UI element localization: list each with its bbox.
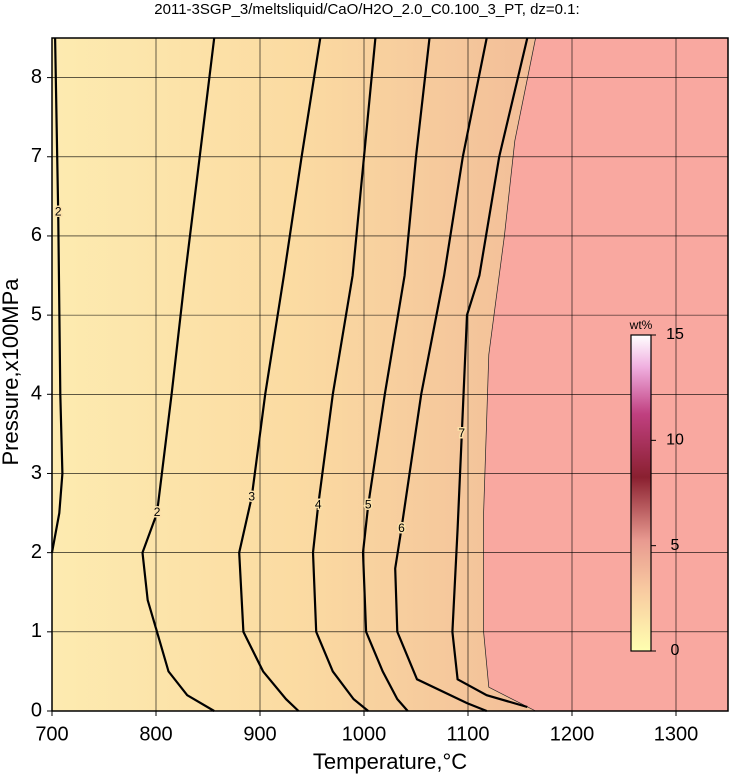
contour-label: 3 (248, 489, 255, 503)
colorbar-tick-label: 15 (666, 326, 684, 343)
contour-line (361, 37, 431, 712)
x-tick-label: 800 (139, 723, 172, 745)
y-tick-label: 3 (31, 462, 42, 484)
colorbar-tick-label: 10 (666, 432, 684, 449)
x-tick-label: 1000 (342, 723, 387, 745)
contour-label: 5 (365, 497, 372, 511)
y-tick-label: 7 (31, 145, 42, 167)
y-tick-label: 1 (31, 620, 42, 642)
y-tick-label: 2 (31, 541, 42, 563)
x-tick-label: 1100 (446, 723, 489, 745)
contour-line (311, 37, 377, 712)
x-axis-label: Temperature,°C (313, 749, 467, 774)
chart-title: 2011-3SGP_3/meltsliquid/CaO/H2O_2.0_C0.1… (154, 1, 579, 18)
contour-line (394, 37, 488, 713)
x-tick-label: 700 (35, 723, 68, 745)
contour-label: 6 (398, 521, 405, 535)
colorbar (630, 334, 652, 652)
y-tick-label: 6 (31, 224, 42, 246)
y-tick-label: 8 (31, 66, 42, 88)
y-tick-label: 4 (31, 383, 42, 405)
x-tick-label: 1300 (654, 723, 699, 745)
colorbar-tick-label: 5 (671, 537, 680, 554)
contour-line (451, 37, 529, 709)
contour-line (141, 37, 216, 712)
contour-label: 2 (55, 204, 62, 218)
solid-region (52, 38, 536, 711)
melt-edge (483, 37, 536, 712)
y-tick-label: 5 (31, 303, 42, 325)
contour-label: 7 (458, 426, 465, 440)
plot-frame (51, 37, 729, 712)
colorbar-label: wt% (629, 318, 653, 332)
contour-label: 4 (315, 497, 322, 511)
plot-area: 2 2 3 4 5 6 7 700 800 900 1000 1100 1200 1300 0 1 2 3 4 5 6 7… (31, 37, 729, 745)
contour-line (50, 37, 64, 553)
x-tick-label: 900 (243, 723, 276, 745)
y-tick-label: 0 (31, 699, 42, 721)
y-axis-label: Pressure,x100MPa (0, 278, 23, 466)
contour-label: 2 (154, 505, 161, 519)
contour-line (238, 37, 322, 712)
x-tick-label: 1200 (550, 723, 595, 745)
colorbar-tick-label: 0 (671, 642, 680, 659)
